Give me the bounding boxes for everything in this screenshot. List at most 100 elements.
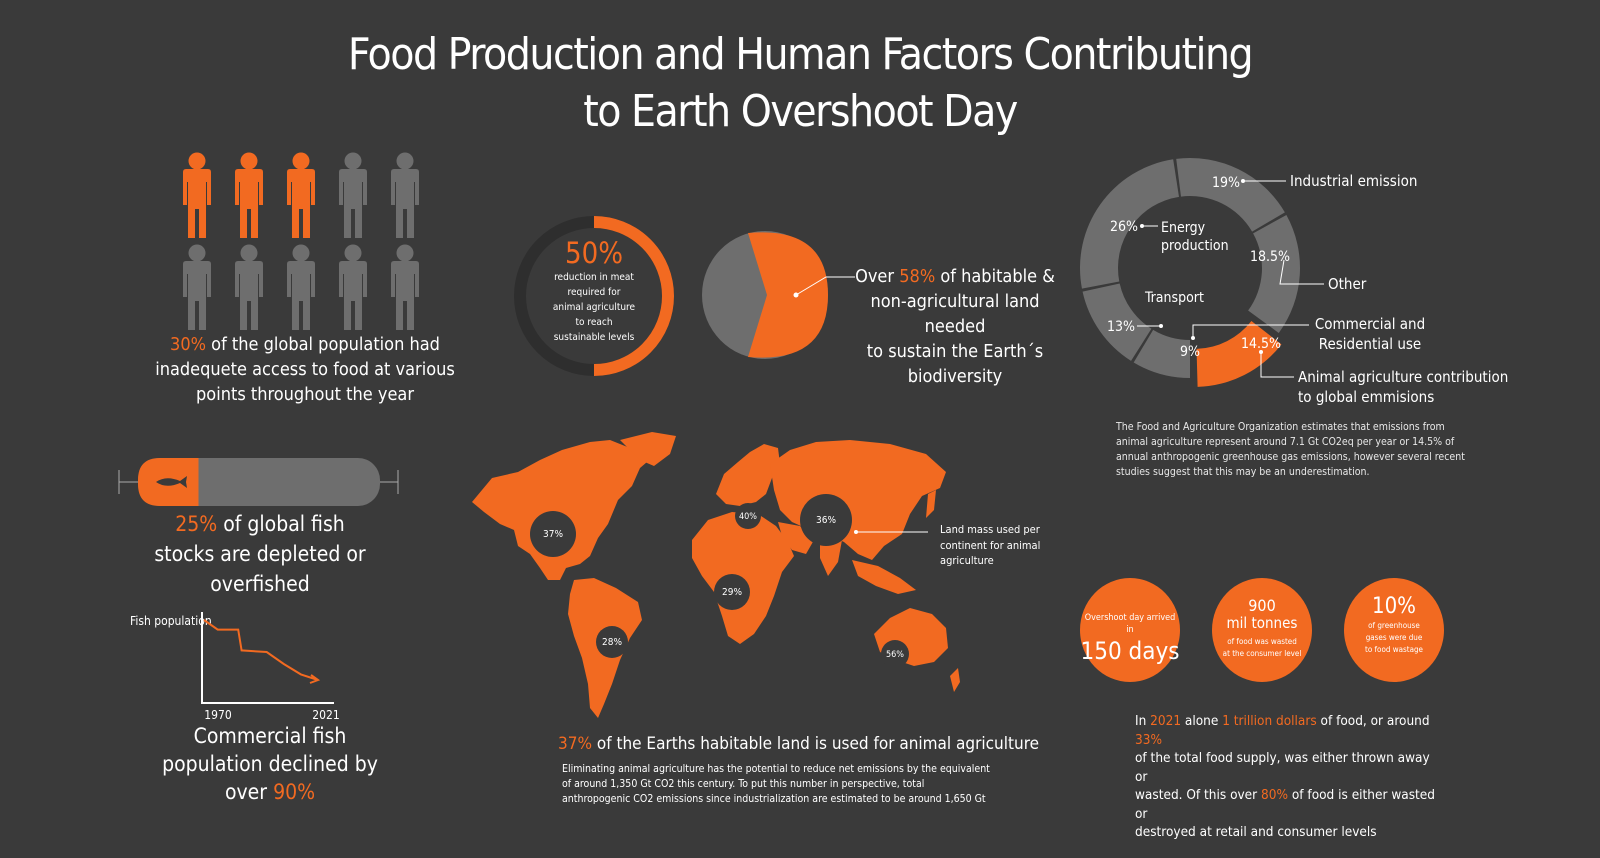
waste-p4: wasted. Of this over — [1135, 787, 1258, 803]
fish-chart-arrow — [309, 674, 321, 684]
people-value: 30% — [170, 334, 207, 355]
page-title: Food Production and Human Factors Contri… — [0, 26, 1600, 140]
waste-paragraph: In 2021 alone 1 trillion dollars of food… — [1135, 712, 1435, 842]
land-line-4: biodiversity — [907, 366, 1003, 387]
people-text: of the global population had inadequete … — [155, 334, 455, 405]
greenland-shape — [620, 432, 676, 466]
donut-value-commercial: 9% — [1180, 344, 1200, 360]
fish-chart-x-start: 1970 — [204, 708, 232, 722]
person-icon — [287, 152, 315, 238]
bubble-asia — [800, 494, 852, 546]
bubble-europe — [735, 503, 761, 529]
label-animal-2: to global emmisions — [1298, 388, 1435, 406]
waste-80: 80% — [1261, 787, 1289, 803]
donut-segment — [1080, 159, 1179, 289]
bubble-oceania — [881, 640, 909, 668]
title-line-1: Food Production and Human Factors Contri… — [347, 29, 1254, 80]
label-energy-2: production — [1161, 238, 1229, 254]
meat-line-1: reduction in meat — [554, 272, 634, 283]
meat-value: 50% — [565, 236, 623, 270]
donut-value-energy: 26% — [1110, 219, 1138, 235]
bubble-overshoot: Overshoot day arrived in 150 days — [1080, 578, 1180, 682]
fish-chart-caption: Commercial fish population declined by o… — [150, 722, 390, 806]
map-note-1: Eliminating animal agriculture has the p… — [562, 763, 990, 775]
map-legend-1: Land mass used per — [940, 523, 1040, 536]
fish-bar-caption: 25% of global fish stocks are depleted o… — [130, 509, 390, 599]
emissions-note-2: animal agriculture represent around 7.1 … — [1116, 436, 1455, 448]
waste-p1: In — [1135, 713, 1147, 729]
person-icon — [391, 152, 419, 238]
map-headline-text: of the Earths habitable land is used for… — [596, 734, 1040, 754]
person-icon — [339, 152, 367, 238]
person-icon — [183, 152, 211, 238]
bubble-waste: 900 mil tonnes of food was wasted at the… — [1212, 578, 1312, 682]
fish-chart-text-3: over — [224, 780, 268, 804]
title-line-2: to Earth Overshoot Day — [583, 86, 1018, 137]
world-map: 37% 40% 36% 29% 28% 56% — [472, 432, 960, 718]
waste-share: 33% — [1135, 731, 1162, 748]
person-icon — [235, 152, 263, 238]
label-transport: Transport — [1144, 290, 1204, 306]
land-pie-slice — [748, 232, 828, 358]
bubble-ghg: 10% of greenhouse gases were due to food… — [1344, 578, 1444, 682]
ghg-line-1: of greenhouse — [1368, 621, 1420, 630]
ghg-line-2: gases were due — [1365, 633, 1423, 642]
meat-line-4: to reach — [575, 317, 613, 328]
donut-segment — [1248, 215, 1300, 333]
donut-segment — [1176, 158, 1285, 232]
new-zealand-shape — [950, 668, 960, 692]
europe-shape — [716, 444, 780, 506]
land-caption: Over 58% of habitable & non-agricultural… — [840, 264, 1070, 389]
waste-unit: mil tonnes — [1226, 614, 1298, 632]
donut-value-other: 18.5% — [1250, 249, 1290, 265]
overshoot-days: 150 days — [1080, 637, 1180, 665]
fish-chart-value: 90% — [273, 780, 316, 804]
people-caption: 30% of the global population had inadequ… — [150, 332, 460, 407]
label-commercial: Commercial and Residential use — [1310, 314, 1430, 354]
waste-p3: of food, or around — [1320, 713, 1430, 729]
map-headline: 37% of the Earths habitable land is used… — [558, 732, 1039, 757]
map-note: Eliminating animal agriculture has the p… — [562, 762, 1002, 807]
fish-bar — [118, 458, 399, 506]
land-value: 58% — [899, 266, 936, 287]
japan-shape — [926, 490, 936, 518]
waste-year: 2021 — [1150, 713, 1182, 729]
donut-value-transport: 13% — [1107, 319, 1135, 335]
person-icon — [183, 244, 211, 330]
label-industrial: Industrial emission — [1290, 172, 1418, 190]
emissions-donut: 19% 18.5% 14.5% 9% 13% 26% Energy produc… — [1080, 158, 1324, 387]
meat-gauge-label: 50% reduction in meat required for anima… — [530, 236, 658, 345]
waste-dollars: 1 trillion dollars — [1222, 713, 1317, 729]
land-line-2: non-agricultural land needed — [870, 291, 1040, 337]
ghg-line-3: to food wastage — [1365, 645, 1423, 654]
label-other: Other — [1328, 275, 1367, 293]
value-africa: 29% — [722, 587, 742, 598]
overshoot-top: Overshoot day arrived in — [1084, 613, 1176, 635]
emissions-note-1: The Food and Agriculture Organization es… — [1116, 421, 1445, 433]
emissions-note-4: studies suggest that this may be an unde… — [1116, 466, 1370, 478]
land-post: of habitable & — [940, 266, 1055, 287]
donut-value-industrial: 19% — [1212, 175, 1240, 191]
waste-line-4: destroyed at retail and consumer levels — [1135, 824, 1377, 840]
label-commercial-2: Residential use — [1318, 335, 1422, 353]
meat-line-3: animal agriculture — [552, 302, 636, 313]
fish-chart-line — [203, 619, 319, 681]
map-headline-value: 37% — [558, 734, 592, 754]
label-commercial-1: Commercial and — [1314, 315, 1426, 333]
value-north-america: 37% — [543, 529, 563, 540]
person-icon — [235, 244, 263, 330]
donut-value-animal: 14.5% — [1241, 336, 1281, 352]
fish-chart-ylabel: Fish population — [130, 614, 212, 628]
donut-segment — [1082, 283, 1152, 361]
donut-segment — [1196, 321, 1282, 387]
arabia-shape — [778, 522, 814, 554]
fish-value: 25% — [175, 512, 218, 536]
waste-p5: of food is either wasted or — [1135, 787, 1435, 822]
fish-chart: Fish population 1970 2021 — [130, 612, 340, 722]
land-pie — [702, 231, 855, 359]
waste-number: 900 — [1248, 596, 1276, 615]
land-pie-leader — [795, 276, 855, 296]
label-animal-1: Animal agriculture contribution — [1298, 368, 1509, 386]
person-icon — [391, 244, 419, 330]
land-line-3: to sustain the Earth´s — [866, 341, 1044, 362]
